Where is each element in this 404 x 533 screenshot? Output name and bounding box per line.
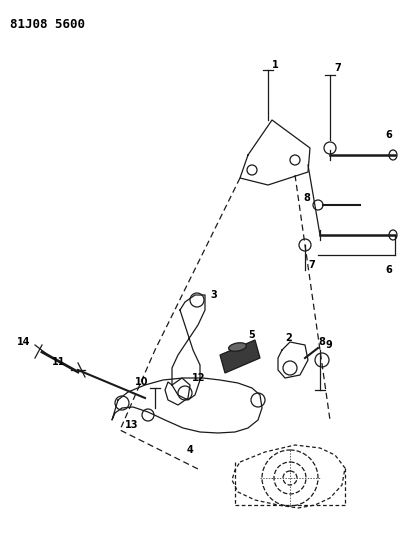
Text: 10: 10 [135, 377, 148, 387]
Text: 13: 13 [124, 420, 138, 430]
Text: 5: 5 [248, 330, 255, 340]
Text: 6: 6 [385, 265, 392, 275]
Text: 12: 12 [192, 373, 206, 383]
Polygon shape [220, 340, 260, 373]
Text: 3: 3 [210, 290, 217, 300]
Text: 81J08 5600: 81J08 5600 [10, 18, 85, 31]
Ellipse shape [229, 343, 246, 351]
Text: 2: 2 [285, 333, 292, 343]
Text: 14: 14 [17, 337, 30, 347]
Text: 4: 4 [187, 445, 194, 455]
Text: 7: 7 [308, 260, 315, 270]
Text: 1: 1 [272, 60, 279, 70]
Text: 9: 9 [325, 340, 332, 350]
Text: 6: 6 [385, 130, 392, 140]
Text: 7: 7 [334, 63, 341, 73]
Text: 8: 8 [303, 193, 310, 203]
Text: 8: 8 [318, 337, 325, 347]
Text: 11: 11 [51, 357, 65, 367]
